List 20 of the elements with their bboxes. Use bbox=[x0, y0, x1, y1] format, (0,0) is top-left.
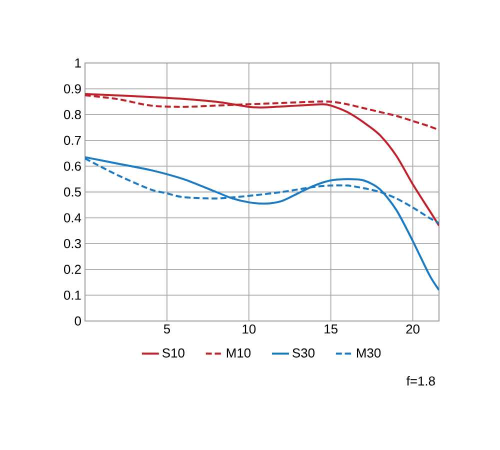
y-tick-label: 0.3 bbox=[64, 239, 81, 248]
y-tick-label: 0 bbox=[74, 316, 81, 326]
legend-label: M30 bbox=[356, 348, 381, 358]
y-tick-label: 0.1 bbox=[64, 290, 81, 300]
legend-label: S10 bbox=[162, 348, 184, 358]
x-tick-label: 5 bbox=[164, 324, 170, 334]
y-tick-label: 0.8 bbox=[64, 110, 81, 120]
y-tick-label: 0.2 bbox=[64, 264, 81, 274]
y-tick-label: 0.5 bbox=[64, 187, 81, 197]
y-tick-label: 0.6 bbox=[64, 162, 81, 171]
legend-label: S30 bbox=[292, 348, 315, 358]
text: f=1.8 bbox=[406, 376, 435, 386]
y-tick-label: 0.7 bbox=[64, 136, 81, 145]
y-tick-label: 0.4 bbox=[64, 213, 82, 222]
x-tick-label: 15 bbox=[324, 324, 338, 334]
x-tick-label: 20 bbox=[406, 324, 420, 334]
y-tick-label: 1 bbox=[75, 58, 81, 68]
legend-label: M10 bbox=[226, 348, 251, 358]
y-tick-label: 0.9 bbox=[64, 84, 81, 94]
x-tick-label: 10 bbox=[242, 324, 256, 334]
